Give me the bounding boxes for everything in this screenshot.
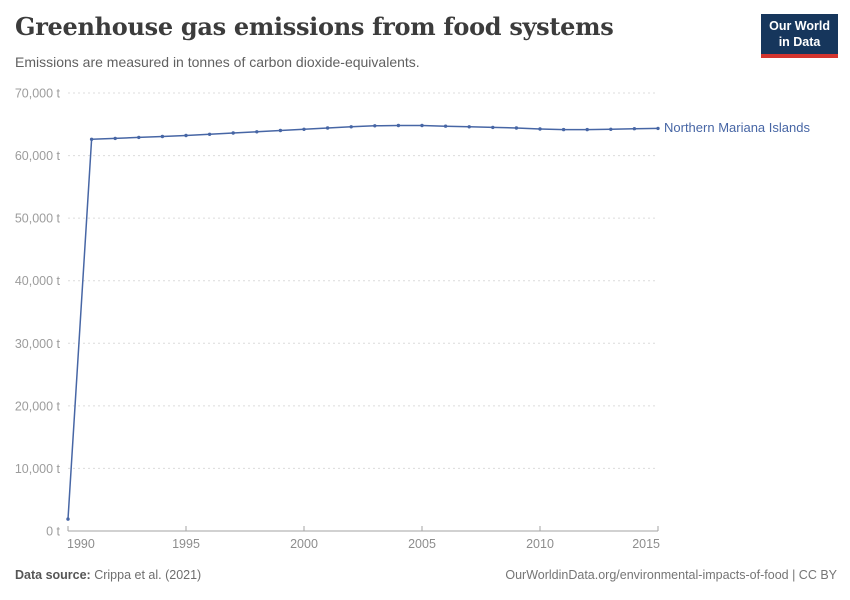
data-point: [255, 130, 259, 134]
y-tick-label: 20,000 t: [15, 399, 61, 413]
data-source: Data source: Crippa et al. (2021): [15, 568, 201, 582]
data-point: [89, 137, 94, 141]
data-source-label: Data source:: [15, 568, 91, 582]
y-tick-label: 10,000 t: [15, 462, 61, 476]
y-tick-label: 30,000 t: [15, 337, 61, 351]
y-tick-label: 0 t: [46, 525, 60, 539]
owid-logo[interactable]: Our World in Data: [761, 14, 838, 59]
credit-link[interactable]: OurWorldinData.org/environmental-impacts…: [505, 568, 837, 582]
data-point: [538, 127, 542, 131]
data-point: [349, 125, 353, 129]
data-point: [396, 123, 401, 128]
x-tick-label: 2005: [408, 537, 436, 551]
y-tick-label: 40,000 t: [15, 274, 61, 288]
x-tick-label: 2000: [290, 537, 318, 551]
data-point: [302, 127, 306, 131]
x-tick-label: 2010: [526, 537, 554, 551]
data-point: [137, 135, 141, 140]
data-source-value: Crippa et al. (2021): [90, 568, 202, 582]
owid-logo-line2: in Data: [778, 34, 821, 49]
data-point: [325, 126, 330, 130]
chart-title: Greenhouse gas emissions from food syste…: [15, 12, 614, 41]
data-point: [585, 127, 589, 132]
chart-subtitle: Emissions are measured in tonnes of carb…: [15, 54, 420, 70]
series-end-label[interactable]: Northern Mariana Islands: [664, 120, 810, 136]
owid-logo-line1: Our World: [769, 19, 830, 33]
data-point: [231, 131, 235, 135]
data-point: [561, 127, 566, 132]
data-point: [207, 132, 212, 136]
series-line: [67, 124, 659, 520]
data-point: [113, 136, 117, 141]
data-point: [278, 128, 283, 133]
data-point: [184, 133, 188, 138]
chart-footer: Data source: Crippa et al. (2021) OurWor…: [15, 568, 837, 582]
data-point: [420, 123, 424, 128]
data-point: [632, 127, 637, 131]
data-point: [656, 126, 660, 131]
data-point: [66, 517, 70, 521]
data-point: [160, 134, 165, 139]
data-point: [443, 124, 448, 128]
line-chart-canvas: 0 t 10,000 t 20,000 t 30,000 t 40,000 t 50,00…: [15, 87, 660, 552]
data-point: [514, 126, 519, 130]
data-point: [609, 127, 613, 131]
data-point: [373, 124, 377, 128]
y-tick-label: 70,000 t: [15, 87, 61, 101]
data-point: [467, 125, 471, 129]
x-tick-label: 1995: [172, 537, 200, 551]
y-tick-label: 50,000 t: [15, 212, 61, 226]
x-tick-label: 1990: [67, 537, 95, 551]
x-tick-label: 2015: [632, 537, 660, 551]
data-point: [491, 125, 495, 130]
y-tick-label: 60,000 t: [15, 149, 61, 163]
